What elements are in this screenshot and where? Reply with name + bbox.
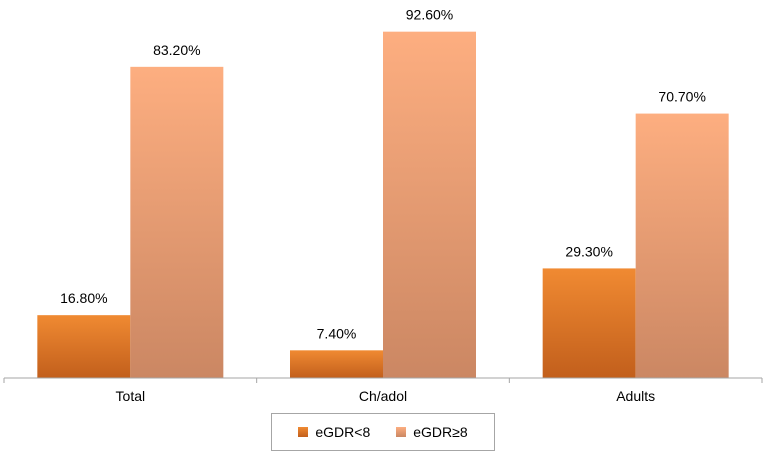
bars-group	[37, 31, 729, 379]
bar-chart: 16.80% 83.20% 7.40% 92.60% 29.30% 70.70% Tota…	[3, 7, 763, 404]
x-tick-label-total: Total	[116, 388, 146, 404]
data-label-total-egdr-ge-8: 83.20%	[153, 42, 200, 58]
data-label-adults-egdr-ge-8: 70.70%	[658, 89, 705, 105]
bar-adults-egdr-ge-8	[635, 113, 729, 378]
legend-swatch-egdr-lt-8	[298, 427, 309, 437]
data-label-ch-adol-egdr-lt-8: 7.40%	[317, 325, 357, 341]
data-label-ch-adol-egdr-ge-8: 92.60%	[406, 7, 453, 23]
bar-total-egdr-ge-8	[130, 66, 224, 378]
x-axis-ticks	[3, 378, 763, 383]
bar-ch-adol-egdr-ge-8	[383, 31, 476, 379]
data-label-total-egdr-lt-8: 16.80%	[60, 290, 107, 306]
legend-item-egdr-ge-8: eGDR≥8	[396, 424, 468, 440]
bar-total-egdr-lt-8	[37, 315, 131, 378]
data-label-adults-egdr-lt-8: 29.30%	[565, 243, 612, 259]
bar-ch-adol-egdr-lt-8	[290, 350, 383, 378]
data-labels-group: 16.80% 83.20% 7.40% 92.60% 29.30% 70.70%	[60, 7, 706, 342]
legend: eGDR<8 eGDR≥8	[271, 413, 495, 451]
legend-item-egdr-lt-8: eGDR<8	[298, 424, 370, 440]
bar-adults-egdr-lt-8	[542, 268, 636, 378]
legend-swatch-egdr-ge-8	[396, 427, 407, 437]
x-tick-label-adults: Adults	[616, 388, 655, 404]
legend-label-egdr-ge-8: eGDR≥8	[413, 424, 468, 440]
legend-label-egdr-lt-8: eGDR<8	[315, 424, 371, 440]
x-axis-labels: Total Ch/adol Adults	[116, 388, 656, 404]
x-tick-label-ch-adol: Ch/adol	[359, 388, 407, 404]
